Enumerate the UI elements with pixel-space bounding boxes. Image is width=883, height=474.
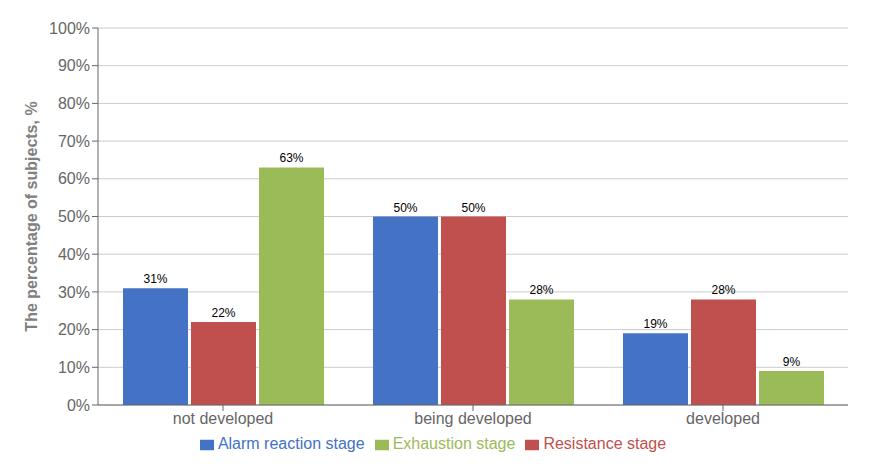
svg-text:100%: 100% — [49, 20, 90, 37]
svg-text:50%: 50% — [58, 208, 90, 225]
svg-text:28%: 28% — [711, 283, 735, 297]
html-text:Exhaustion stage: Exhaustion stage — [392, 435, 516, 452]
html-text:Alarm reaction stage: Alarm reaction stage — [217, 435, 365, 452]
svg-text:40%: 40% — [58, 246, 90, 263]
svg-text:not developed: not developed — [173, 410, 274, 427]
html-text:Resistance stage: Resistance stage — [543, 435, 667, 452]
svg-text:10%: 10% — [58, 359, 90, 376]
svg-text:90%: 90% — [58, 57, 90, 74]
svg-text:developed: developed — [686, 410, 760, 427]
svg-text:9%: 9% — [783, 355, 801, 369]
svg-text:28%: 28% — [529, 283, 553, 297]
svg-text:20%: 20% — [58, 321, 90, 338]
svg-text:30%: 30% — [58, 284, 90, 301]
svg-text:60%: 60% — [58, 170, 90, 187]
svg-text:70%: 70% — [58, 133, 90, 150]
svg-text:The percentage of subjects, %: The percentage of subjects, % — [23, 101, 40, 331]
svg-text:80%: 80% — [58, 95, 90, 112]
svg-text:31%: 31% — [143, 272, 167, 286]
svg-text:22%: 22% — [211, 306, 235, 320]
svg-text:50%: 50% — [393, 201, 417, 215]
svg-text:19%: 19% — [643, 317, 667, 331]
svg-text:being developed: being developed — [414, 410, 531, 427]
svg-text:50%: 50% — [461, 201, 485, 215]
svg-text:0%: 0% — [67, 397, 90, 414]
svg-text:63%: 63% — [279, 151, 303, 165]
